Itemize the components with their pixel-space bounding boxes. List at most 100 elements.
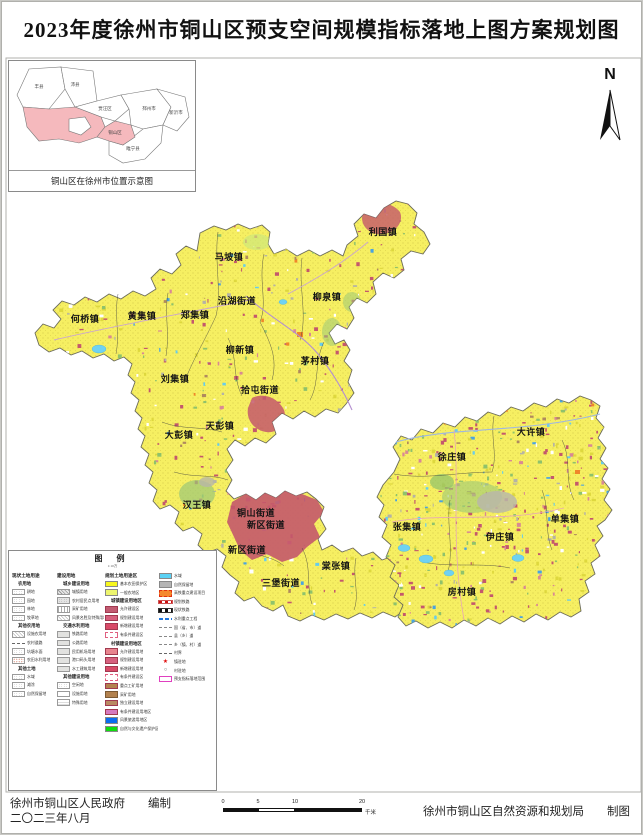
legend-item-label: 空闲地 <box>72 683 84 688</box>
legend-swatch-fill-border <box>105 606 118 613</box>
legend-item-label: 滩涂 <box>27 683 35 688</box>
legend-item-label: 规划建设用地 <box>120 658 144 663</box>
legend-item: 高铁重点建设项目 <box>159 590 217 597</box>
legend-group-header: 村镇建设用地区 <box>111 640 142 646</box>
legend-item-label: 水域 <box>174 574 182 579</box>
legend-item: 水域 <box>159 572 217 580</box>
scale-tick: 5 <box>256 799 260 805</box>
map-frame <box>5 57 641 793</box>
legend-item-label: 林地 <box>27 607 35 612</box>
legend-swatch-fill-lgray <box>57 639 70 647</box>
legend-item: ★ 镇驻地 <box>159 659 217 666</box>
legend-swatch-road-line <box>159 627 172 629</box>
legend-item-label: 风景名胜及特殊用地 <box>72 615 104 620</box>
lakes <box>91 299 525 577</box>
scale-tick: 10 <box>291 799 299 805</box>
inset-county-xinyi <box>156 88 190 132</box>
legend-item: 采矿用地 <box>57 606 104 613</box>
town-label: 伊庄镇 <box>485 531 515 542</box>
town-label: 张集镇 <box>393 521 422 532</box>
inset-map-canvas <box>16 66 190 164</box>
legend-item-label: 采矿用地 <box>120 692 136 697</box>
legend-item-label: 设施农用地 <box>27 632 47 637</box>
legend-columns: 现状土地用途 农用地 耕地 园地 林地 牧草地 其他农用地 设施农用地 农村道路 坑塘水面 农田水利… <box>12 571 213 734</box>
inset-county-label: 贾汪区 <box>98 106 112 111</box>
scale-unit: 千米 <box>365 810 377 816</box>
legend-item-label: 现状铁路 <box>174 608 190 613</box>
legend-swatch-fill-white <box>57 690 70 698</box>
legend-item: 采矿用地 <box>105 691 158 698</box>
legend-item: 风景名胜及特殊用地 <box>57 614 104 622</box>
legend-swatch-fill-border <box>105 657 118 664</box>
legend-swatch-fill-border <box>105 708 118 716</box>
legend-item: 农村道路 <box>12 640 56 647</box>
legend-item: 规划建设用地 <box>105 614 158 622</box>
legend-item-label: 港口码头用地 <box>72 658 96 663</box>
town-label: 徐庄镇 <box>437 451 467 462</box>
legend-item: 预支指标落地范围 <box>159 675 217 683</box>
footer-compiler-line2: 二〇二三年八月 <box>10 813 91 825</box>
inset-city-enclave <box>68 116 92 136</box>
legend-swatch-circle: ○ <box>163 667 168 674</box>
legend-item-label: 农田水利用地 <box>27 658 51 663</box>
legend-swatch-dash-pink <box>105 674 118 681</box>
town-label: 新区街道 <box>247 519 285 530</box>
legend-item-label: 允许建设区 <box>120 607 140 612</box>
legend-swatch-fill-lgray <box>57 657 70 664</box>
river-line-east <box>395 413 601 443</box>
major-zones-west <box>179 203 402 562</box>
legend-swatch-rail-plan <box>158 599 173 604</box>
legend-item: 基本农田保护区 <box>105 580 158 588</box>
legend-swatch-road-line <box>159 635 172 637</box>
town-label: 棠张镇 <box>321 560 351 571</box>
legend-item: 耕地 <box>12 588 56 596</box>
legend-item: 港口码头用地 <box>57 657 104 664</box>
legend-item-label: 公路用地 <box>72 641 88 646</box>
legend-item: 设施农用地 <box>12 631 56 638</box>
scale-bar: 0 5 10 20 千米 <box>221 799 388 821</box>
legend-item-label: 重点工矿用地 <box>120 684 144 689</box>
legend-item-label: 新增建设用地 <box>120 666 144 671</box>
legend-item-label: 特殊用地 <box>72 700 88 705</box>
legend-swatch-fill <box>105 580 118 588</box>
legend-item-label: 水域 <box>27 674 35 679</box>
legend-item-label: 允许建设用地 <box>120 649 144 654</box>
legend-item: 县（乡）道 <box>159 633 217 640</box>
town-label: 马坡镇 <box>215 251 244 262</box>
legend-swatch-dots-white <box>12 690 25 698</box>
legend-item: 滩涂 <box>12 682 56 689</box>
legend-item-label: 规划铁路 <box>174 599 190 604</box>
inset-caption: 铜山区在徐州市位置示意图 <box>9 170 195 191</box>
legend-item: 风景旅游用地区 <box>105 717 158 724</box>
legend-swatch-dots-gray <box>57 597 70 604</box>
legend-swatch-dots-white <box>12 588 25 596</box>
town-label: 天彭镇 <box>206 420 235 431</box>
legend-item: 设施用地 <box>57 690 104 698</box>
legend-item: 允许建设区 <box>105 606 158 613</box>
north-label: N <box>604 66 616 83</box>
legend-group-header: 城镇建设用地区 <box>111 598 142 604</box>
legend-item: 城镇用地 <box>57 588 104 596</box>
inset-tongshan-east <box>96 120 136 146</box>
town-label: 拾屯街道 <box>241 384 279 395</box>
legend-item-label: 国（省、市）道 <box>174 625 202 630</box>
legend-item-label: 农村道路 <box>27 641 43 646</box>
inset-county-label: 丰县 <box>34 84 44 89</box>
legend-item-label: 有条件建设区 <box>120 675 144 680</box>
legend-item: 铁路用地 <box>57 631 104 638</box>
legend-item: 空闲地 <box>57 682 104 689</box>
legend-item: 自然与文化遗产保护区 <box>105 725 158 733</box>
legend-swatch-dots-white <box>12 648 25 655</box>
legend-swatch-fill-border <box>105 614 118 622</box>
legend-item-label: 乡（镇、村）道 <box>174 642 202 647</box>
town-label: 房村镇 <box>448 586 477 597</box>
legend-item-label: 自然保留地 <box>27 692 47 697</box>
legend-item: 村界 <box>159 650 217 657</box>
legend-item-label: 新增建设用地 <box>120 624 144 629</box>
legend-item: 农田水利用地 <box>12 657 56 664</box>
town-label: 郑集镇 <box>181 309 210 320</box>
legend-swatch-road-line <box>159 644 172 646</box>
legend-scale-note: 1:10万 <box>107 564 118 568</box>
